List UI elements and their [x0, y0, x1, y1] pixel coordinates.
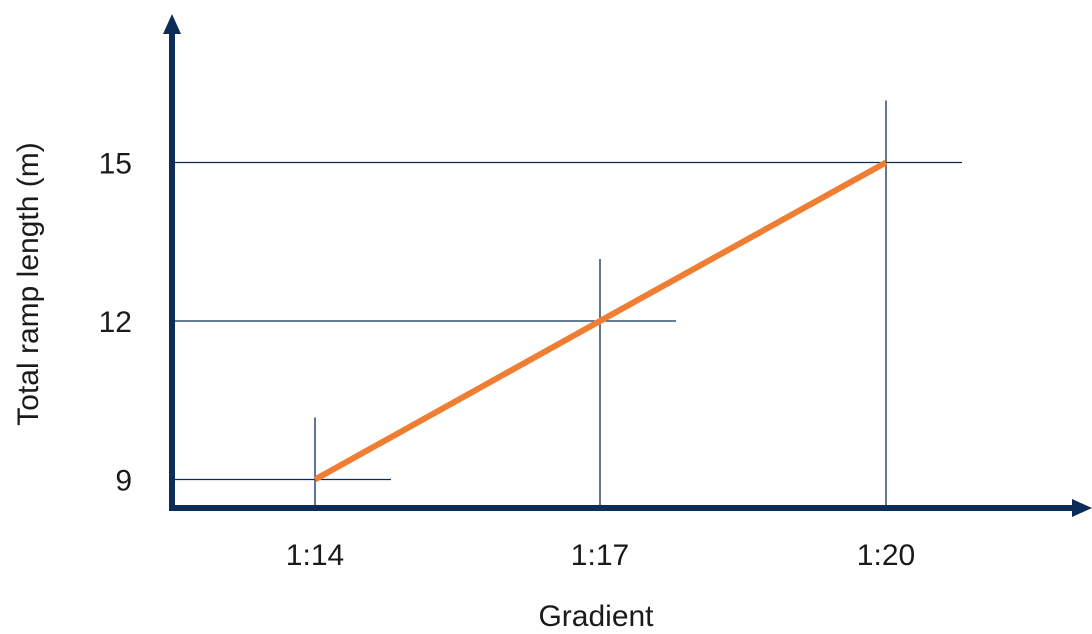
y-axis-arrow	[163, 14, 181, 34]
y-tick-label: 9	[115, 465, 132, 498]
x-axis-arrow	[1072, 499, 1092, 517]
x-tick-label: 1:14	[286, 539, 344, 572]
y-tick-labels: 9 12 15	[99, 148, 132, 498]
x-axis-title: Gradient	[538, 600, 654, 633]
x-tick-labels: 1:14 1:17 1:20	[286, 539, 915, 572]
y-tick-label: 12	[99, 306, 132, 339]
y-axis-title: Total ramp length (m)	[12, 142, 45, 425]
x-tick-label: 1:20	[857, 539, 915, 572]
axes	[163, 14, 1092, 517]
x-tick-label: 1:17	[571, 539, 629, 572]
series-layer	[313, 159, 888, 483]
y-tick-label: 15	[99, 148, 132, 181]
reference-lines	[172, 100, 962, 508]
